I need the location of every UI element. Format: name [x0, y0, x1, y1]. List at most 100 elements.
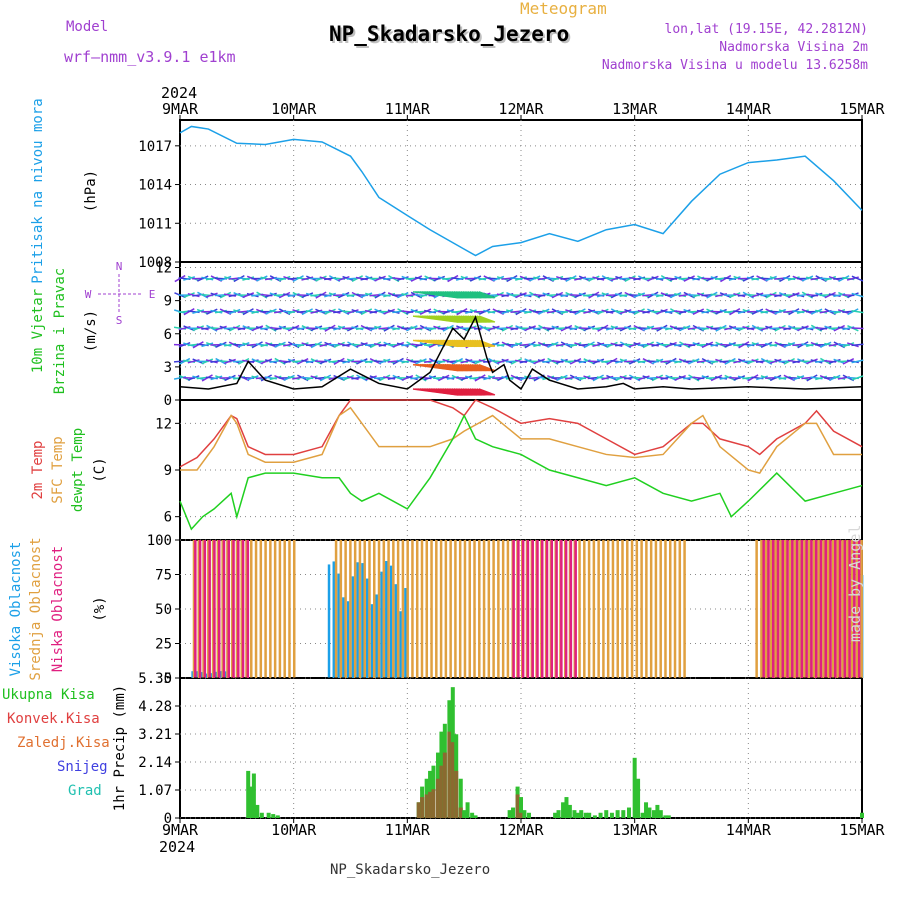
cloud-bar-mid — [344, 540, 347, 678]
cloud-bar-low — [526, 540, 530, 678]
cloud-bar-low — [536, 540, 539, 678]
clouds-ytick-label: 25 — [155, 637, 172, 653]
wind-unit: (m/s) — [83, 310, 99, 352]
cloud-bar-low — [541, 540, 544, 678]
credit-label: made by Angel — [846, 524, 864, 642]
precip-total-bar — [507, 810, 512, 818]
wind-barb — [728, 276, 741, 281]
precip-total-bar — [511, 807, 516, 818]
cloud-bar-mid — [784, 540, 787, 678]
temp-unit: (C) — [92, 457, 108, 482]
cloud-bar-mid — [288, 540, 291, 678]
cloud-bar-mid — [630, 540, 634, 678]
cloud-bar-mid — [812, 540, 816, 678]
precip-convective-bar — [515, 794, 520, 818]
wind-barb — [551, 291, 564, 299]
wind-barb — [214, 325, 227, 331]
wind-barb — [828, 374, 841, 382]
wind-barb — [278, 342, 291, 347]
cloud-bar-high — [375, 594, 379, 678]
wind-barb — [455, 276, 468, 281]
cloud-bar-low — [208, 540, 211, 678]
wind-barb — [765, 291, 777, 299]
cloud-bar-mid — [836, 540, 840, 678]
cloud-bar-high — [365, 578, 369, 678]
x-tick-label-bottom: 11MAR — [385, 821, 431, 839]
wind-barb — [369, 325, 382, 331]
cloud-bar-mid — [606, 540, 610, 678]
wind-barb — [610, 291, 623, 299]
compass-west: W — [85, 288, 92, 301]
cloud-bar-mid — [411, 540, 414, 678]
wind-barb — [460, 375, 473, 381]
precip-convective-bar — [454, 770, 459, 818]
wind-barb — [742, 275, 755, 282]
cloud-bar-low — [771, 540, 775, 678]
cloud-bar-mid — [492, 540, 495, 678]
wind-barb — [510, 357, 523, 365]
cloud-bar-mid — [587, 540, 591, 678]
cloud-bar-high — [332, 561, 336, 678]
cloud-bar-mid — [259, 540, 263, 678]
cloud-bar-high — [224, 671, 228, 678]
wind-barb — [578, 375, 591, 381]
wind-barb — [333, 325, 346, 331]
wind-barb — [433, 275, 446, 282]
cloud-bar-mid — [855, 540, 859, 678]
cloud-low-ylabel: Niska Oblacnost — [50, 546, 66, 672]
precip-total-bar — [647, 807, 652, 818]
wind-ytick-label: 6 — [164, 327, 172, 343]
precip-total-bar — [259, 812, 264, 818]
wind-barb — [787, 292, 800, 299]
cloud-bar-mid — [578, 540, 581, 678]
model-name: wrf–nmm_v3.9.1 e1km — [64, 48, 236, 66]
wind-ytick-label: 0 — [164, 393, 172, 409]
wind-barb — [628, 358, 641, 365]
cloud-bar-mid — [283, 540, 286, 678]
cloud-bar-mid — [373, 540, 376, 678]
wind-barb — [246, 375, 259, 381]
cloud-bar-mid — [415, 540, 419, 678]
wind-barb — [360, 292, 373, 298]
cloud-bar-low — [776, 540, 780, 678]
cloud-bar-low — [795, 540, 799, 678]
cloud-bar-mid — [635, 540, 639, 678]
cloud-bar-mid — [264, 540, 267, 678]
model-altitude-label: Nadmorska Visina u modelu 13.6258m — [601, 58, 868, 73]
wind-barb — [401, 374, 414, 381]
wind-barb — [637, 375, 650, 381]
pressure-ytick-label: 1011 — [138, 216, 172, 232]
x-tick-label-top: 13MAR — [612, 100, 658, 118]
meteogram-label: Meteogram — [520, 0, 607, 18]
wind-barb — [592, 358, 605, 365]
cloud-bar-low — [194, 540, 197, 678]
precip-total-bar — [615, 810, 620, 818]
x-tick-label-bottom: 15MAR — [839, 821, 885, 839]
cloud-bar-mid — [501, 540, 505, 678]
precip-total-bar — [636, 778, 641, 818]
pressure-ytick-label: 1014 — [138, 178, 172, 194]
cloud-bar-low — [217, 540, 221, 678]
wind-barb — [546, 325, 559, 331]
cloud-bar-mid — [235, 540, 239, 678]
cloud-bar-mid — [192, 540, 196, 678]
year-top: 2024 — [161, 84, 198, 102]
wind-barb — [710, 374, 723, 382]
wind-barb — [674, 293, 687, 298]
precip-total-bar — [655, 804, 660, 818]
wind-barb — [515, 292, 527, 299]
x-tick-label-top: 15MAR — [839, 100, 885, 118]
compass-north: N — [116, 260, 123, 273]
wind-barb — [219, 291, 232, 299]
precip-ytick-label: 1.07 — [138, 783, 172, 799]
cloud-bar-mid — [250, 540, 253, 678]
cloud-bar-low — [767, 540, 770, 678]
wind-barb — [278, 291, 291, 299]
wind-barb — [587, 275, 600, 282]
wind-barb — [642, 325, 655, 331]
precip-total-bar — [640, 812, 645, 818]
precip-total-bar — [644, 802, 649, 818]
wind-barb — [574, 292, 586, 298]
compass-east: E — [149, 288, 156, 301]
precip-total-bar — [564, 797, 569, 818]
